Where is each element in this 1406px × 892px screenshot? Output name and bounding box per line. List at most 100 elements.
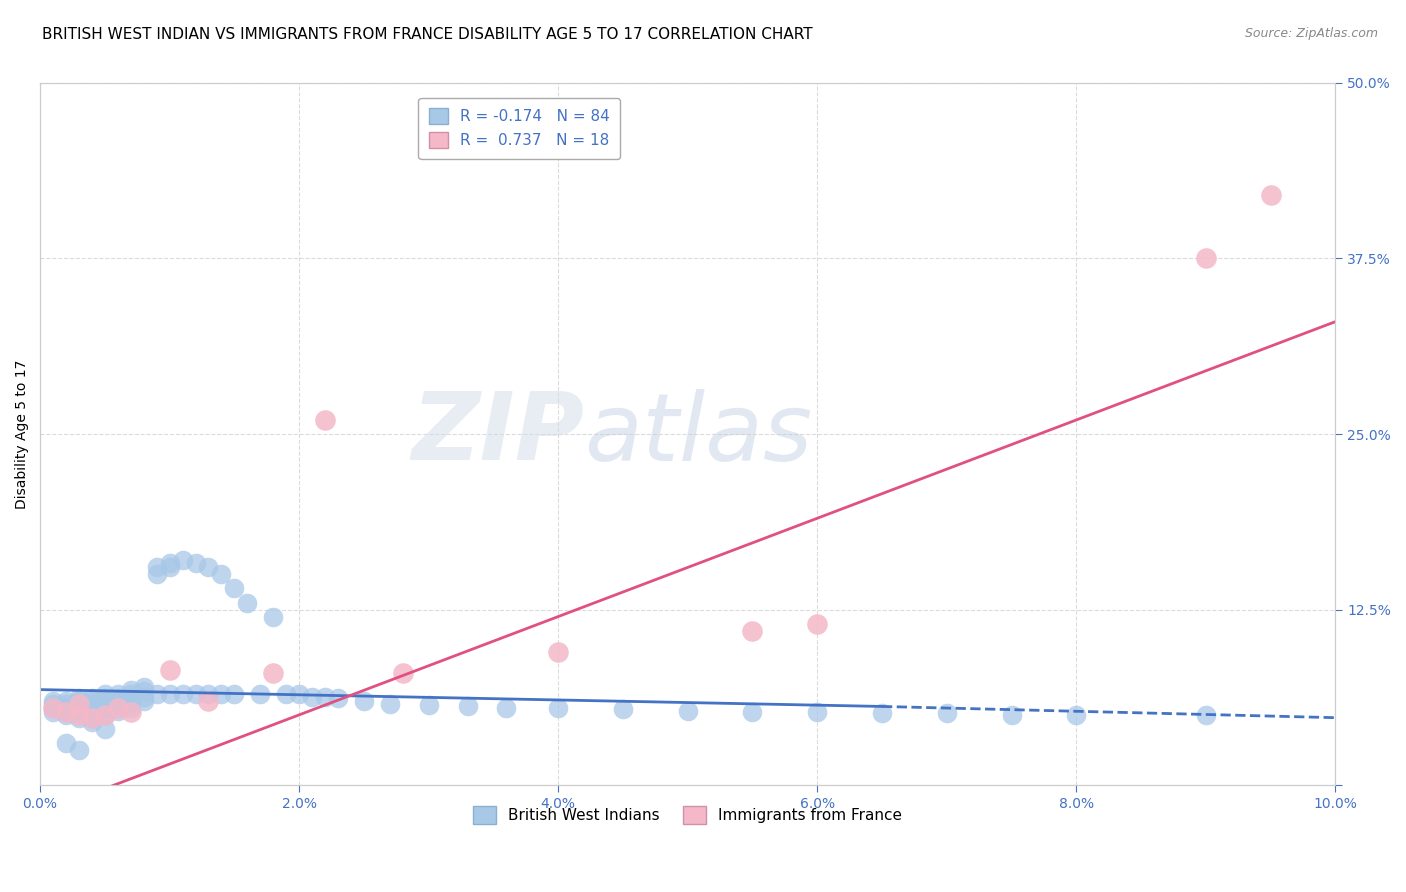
Legend: British West Indians, Immigrants from France: British West Indians, Immigrants from Fr…: [464, 797, 911, 834]
Point: [132, 684, 155, 698]
Point: [107, 687, 129, 701]
Point: [80, 701, 103, 715]
Point: [159, 560, 181, 574]
Point: [236, 595, 259, 609]
Point: [806, 705, 828, 719]
Point: [94, 707, 117, 722]
Text: Source: ZipAtlas.com: Source: ZipAtlas.com: [1244, 27, 1378, 40]
Point: [55, 736, 77, 750]
Point: [80, 694, 103, 708]
Point: [80, 711, 103, 725]
Point: [120, 705, 142, 719]
Point: [67, 697, 90, 711]
Point: [55, 694, 77, 708]
Point: [42, 701, 65, 715]
Point: [145, 560, 167, 574]
Point: [197, 687, 219, 701]
Point: [107, 694, 129, 708]
Point: [94, 694, 117, 708]
Point: [42, 694, 65, 708]
Point: [935, 706, 957, 721]
Point: [1260, 188, 1282, 202]
Point: [42, 697, 65, 711]
Text: ZIP: ZIP: [411, 388, 583, 480]
Point: [197, 560, 219, 574]
Point: [612, 702, 634, 716]
Point: [184, 687, 207, 701]
Point: [1195, 707, 1218, 722]
Point: [145, 687, 167, 701]
Point: [42, 701, 65, 715]
Point: [120, 682, 142, 697]
Point: [80, 711, 103, 725]
Point: [418, 698, 440, 712]
Point: [55, 701, 77, 715]
Point: [55, 705, 77, 719]
Point: [1195, 252, 1218, 266]
Point: [391, 665, 413, 680]
Point: [80, 691, 103, 706]
Point: [209, 567, 232, 582]
Point: [94, 687, 117, 701]
Point: [457, 699, 479, 714]
Y-axis label: Disability Age 5 to 17: Disability Age 5 to 17: [15, 359, 30, 508]
Point: [132, 680, 155, 694]
Point: [107, 704, 129, 718]
Point: [42, 705, 65, 719]
Point: [120, 691, 142, 706]
Point: [314, 413, 336, 427]
Point: [547, 701, 569, 715]
Point: [132, 690, 155, 704]
Point: [262, 609, 284, 624]
Point: [67, 697, 90, 711]
Point: [67, 701, 90, 715]
Point: [67, 694, 90, 708]
Point: [94, 698, 117, 712]
Point: [80, 697, 103, 711]
Point: [120, 695, 142, 709]
Point: [1064, 707, 1087, 722]
Point: [197, 694, 219, 708]
Point: [94, 707, 117, 722]
Point: [224, 687, 246, 701]
Point: [107, 691, 129, 706]
Point: [276, 687, 298, 701]
Point: [80, 714, 103, 729]
Point: [67, 705, 90, 719]
Point: [80, 705, 103, 719]
Point: [378, 697, 401, 711]
Point: [94, 722, 117, 736]
Point: [676, 704, 699, 718]
Text: BRITISH WEST INDIAN VS IMMIGRANTS FROM FRANCE DISABILITY AGE 5 TO 17 CORRELATION: BRITISH WEST INDIAN VS IMMIGRANTS FROM F…: [42, 27, 813, 42]
Point: [55, 697, 77, 711]
Point: [120, 701, 142, 715]
Point: [249, 687, 271, 701]
Point: [67, 707, 90, 722]
Point: [353, 694, 375, 708]
Point: [94, 702, 117, 716]
Point: [107, 701, 129, 715]
Text: atlas: atlas: [583, 389, 813, 480]
Point: [145, 567, 167, 582]
Point: [314, 690, 336, 704]
Point: [741, 705, 763, 719]
Point: [67, 691, 90, 706]
Point: [870, 706, 893, 721]
Point: [172, 687, 194, 701]
Point: [172, 553, 194, 567]
Point: [224, 582, 246, 596]
Point: [806, 616, 828, 631]
Point: [55, 707, 77, 722]
Point: [184, 556, 207, 570]
Point: [326, 691, 349, 706]
Point: [67, 743, 90, 757]
Point: [107, 698, 129, 712]
Point: [209, 687, 232, 701]
Point: [288, 687, 311, 701]
Point: [94, 691, 117, 706]
Point: [741, 624, 763, 638]
Point: [159, 687, 181, 701]
Point: [301, 690, 323, 704]
Point: [159, 556, 181, 570]
Point: [132, 694, 155, 708]
